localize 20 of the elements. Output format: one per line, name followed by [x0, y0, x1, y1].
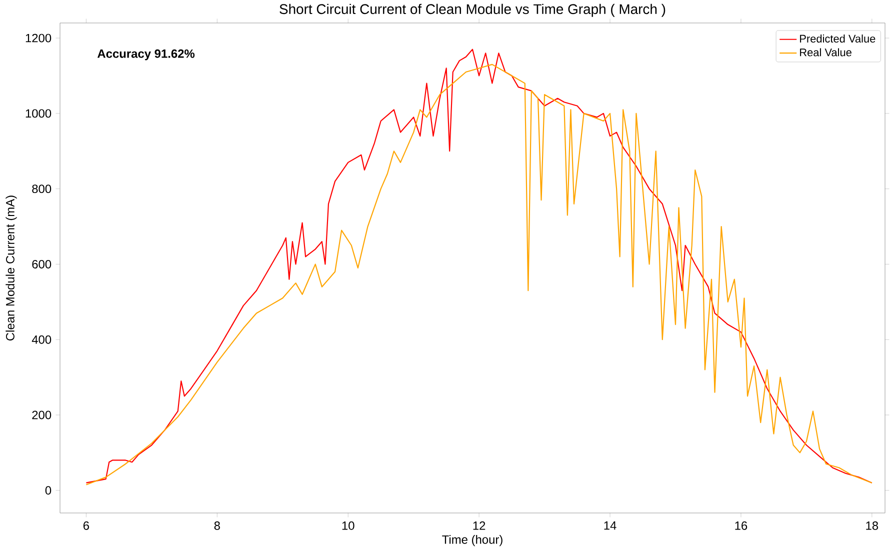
legend-label: Predicted Value	[800, 34, 876, 43]
x-tick-label: 6	[83, 521, 89, 530]
annotation: Accuracy 91.62%	[97, 49, 195, 60]
y-tick-label: 600	[32, 260, 52, 268]
x-tick-label: 12	[473, 521, 486, 530]
x-tick-label: 10	[342, 521, 354, 530]
chart-title: Short Circuit Current of Clean Module vs Time Graph ( March )	[280, 4, 666, 17]
x-tick-label: 8	[214, 521, 220, 530]
y-tick-label: 400	[32, 335, 52, 344]
y-tick-label: 1000	[26, 109, 52, 118]
y-tick-label: 800	[32, 184, 52, 194]
x-tick-label: 16	[735, 521, 748, 530]
x-tick-label: 18	[866, 521, 878, 530]
x-tick-label: 14	[604, 521, 616, 530]
y-tick-label: 1200	[26, 34, 52, 42]
y-tick-label: 0	[45, 486, 52, 495]
x-axis-title: Time (hour)	[442, 535, 502, 546]
legend-label: Real Value	[800, 48, 852, 56]
y-axis-title: Clean Module Current (mA)	[6, 196, 17, 340]
y-tick-label: 200	[32, 410, 52, 420]
